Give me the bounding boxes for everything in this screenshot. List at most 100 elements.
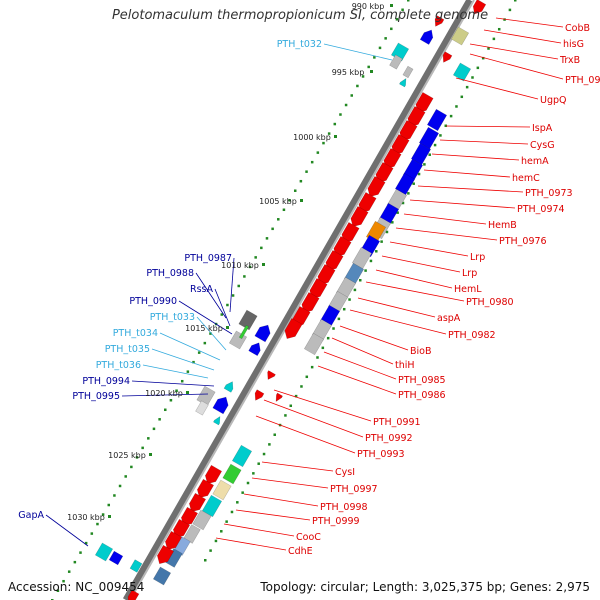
outer-scale-dot	[260, 246, 263, 250]
gene-label: hisG	[563, 39, 584, 50]
gene-label: PTH_0982	[448, 330, 496, 341]
inner-scale-dot	[230, 510, 234, 514]
inner-scale-dot	[439, 134, 442, 137]
reverse-gene	[165, 530, 183, 551]
reverse-gene-shape	[197, 478, 215, 499]
reverse-gene	[434, 15, 445, 27]
inner-scale-dot	[497, 27, 501, 31]
outer-scale-dot	[73, 560, 77, 564]
reverse-gene-shape	[254, 389, 265, 401]
inner-scale-dot	[289, 404, 293, 408]
gene-box-shape	[222, 463, 242, 485]
forward-gene	[212, 396, 229, 415]
forward-gene-shape	[212, 396, 229, 415]
inner-scale-dot	[503, 18, 506, 21]
label-leader-line	[455, 77, 539, 100]
outer-scale-dot	[361, 75, 365, 78]
scale-tick	[334, 135, 337, 138]
scale-label: 1015 kbp	[185, 324, 223, 333]
gene-label: CysI	[335, 467, 355, 478]
inner-scale-dot	[252, 472, 255, 475]
scale-label: 990 kbp	[352, 2, 385, 11]
gene-label: PTH_t036	[96, 360, 141, 371]
label-leader-line	[389, 241, 469, 257]
rna-gene-shape	[213, 416, 221, 426]
outer-scale-dot	[282, 208, 286, 212]
inner-scale-dot	[342, 307, 346, 311]
label-leader-line	[178, 300, 233, 335]
reverse-gene-shape	[205, 464, 223, 485]
label-leader-line	[255, 415, 356, 454]
gene-box-shape	[238, 324, 250, 340]
gene-label: UgpQ	[540, 95, 567, 106]
label-leader-line	[381, 255, 461, 273]
forward-gene-shape	[254, 324, 271, 343]
gene-box	[222, 463, 242, 485]
inner-scale-dot	[257, 462, 260, 465]
gene-label: RssA	[190, 284, 213, 295]
label-leader-line	[331, 337, 394, 365]
rna-gene-shape	[399, 78, 407, 88]
inner-scale-dot	[300, 385, 303, 388]
gene-label: PTH_0995	[72, 391, 120, 402]
backbone-highlight	[129, 0, 475, 600]
inner-scale-dot	[225, 520, 228, 523]
inner-scale-dot	[380, 240, 383, 243]
label-leader-line	[375, 269, 453, 289]
gene-label: HemB	[488, 220, 517, 231]
outer-scale-dot	[147, 437, 150, 440]
outer-scale-dot	[265, 237, 269, 240]
gene-label: PTH_0974	[517, 204, 565, 215]
gene-label: Lrp	[462, 268, 477, 279]
forward-gene-shape	[248, 342, 261, 357]
outer-scale-dot	[118, 484, 122, 488]
forward-gene	[419, 29, 434, 45]
gene-label: HemL	[454, 284, 482, 295]
gene-label: Lrp	[470, 252, 485, 263]
gene-label: PTH_0990	[129, 296, 177, 307]
reverse-gene	[350, 205, 369, 227]
rna-gene	[223, 381, 234, 393]
gene-label: PTH_0998	[320, 502, 368, 513]
scale-label: 1025 kbp	[108, 451, 146, 460]
scale-label: 1020 kbp	[145, 389, 183, 398]
outer-scale-dot	[322, 141, 325, 145]
inner-scale-dot	[262, 452, 266, 456]
gene-label: PTH_0976	[499, 236, 547, 247]
label-leader-line	[409, 199, 516, 209]
reverse-gene	[189, 492, 207, 513]
inner-scale-dot	[284, 414, 287, 417]
outer-scale-dot	[395, 18, 399, 21]
label-leader-line	[195, 272, 227, 319]
rna-gene	[94, 542, 114, 562]
reverse-gene	[267, 370, 276, 380]
scale-label: 1005 kbp	[259, 197, 297, 206]
label-leader-lines	[45, 17, 564, 551]
label-leader-line	[323, 43, 393, 61]
accession-text: Accession: NC_009454	[8, 580, 145, 594]
outer-scale-dot	[158, 418, 161, 421]
gene-label: PTH_0993	[357, 449, 405, 460]
outer-scale-dot	[390, 27, 393, 31]
outer-scale-dot	[209, 332, 212, 335]
outer-scale-dot	[384, 37, 387, 40]
reverse-gene	[157, 544, 175, 565]
gene-label: hemC	[512, 173, 540, 184]
label-leader-line	[403, 213, 487, 225]
inner-scale-dot	[444, 124, 448, 128]
gene-label: GapA	[18, 510, 44, 521]
gene-label: PTH_0991	[373, 417, 421, 428]
outer-scale-dot	[373, 56, 376, 59]
label-leader-line	[261, 461, 334, 472]
label-leader-line	[223, 523, 295, 537]
outer-scale-dot	[293, 189, 297, 192]
scale-tick	[390, 4, 393, 7]
inner-scale-dot	[273, 433, 276, 436]
outer-scale-dot	[135, 456, 139, 459]
hypothetical-gene	[192, 509, 212, 531]
label-leader-line	[263, 399, 364, 438]
inner-scale-dot	[214, 539, 218, 543]
reverse-gene-shape	[434, 15, 445, 27]
inner-scale-dot	[294, 394, 298, 398]
outer-scale-dot	[316, 151, 320, 154]
